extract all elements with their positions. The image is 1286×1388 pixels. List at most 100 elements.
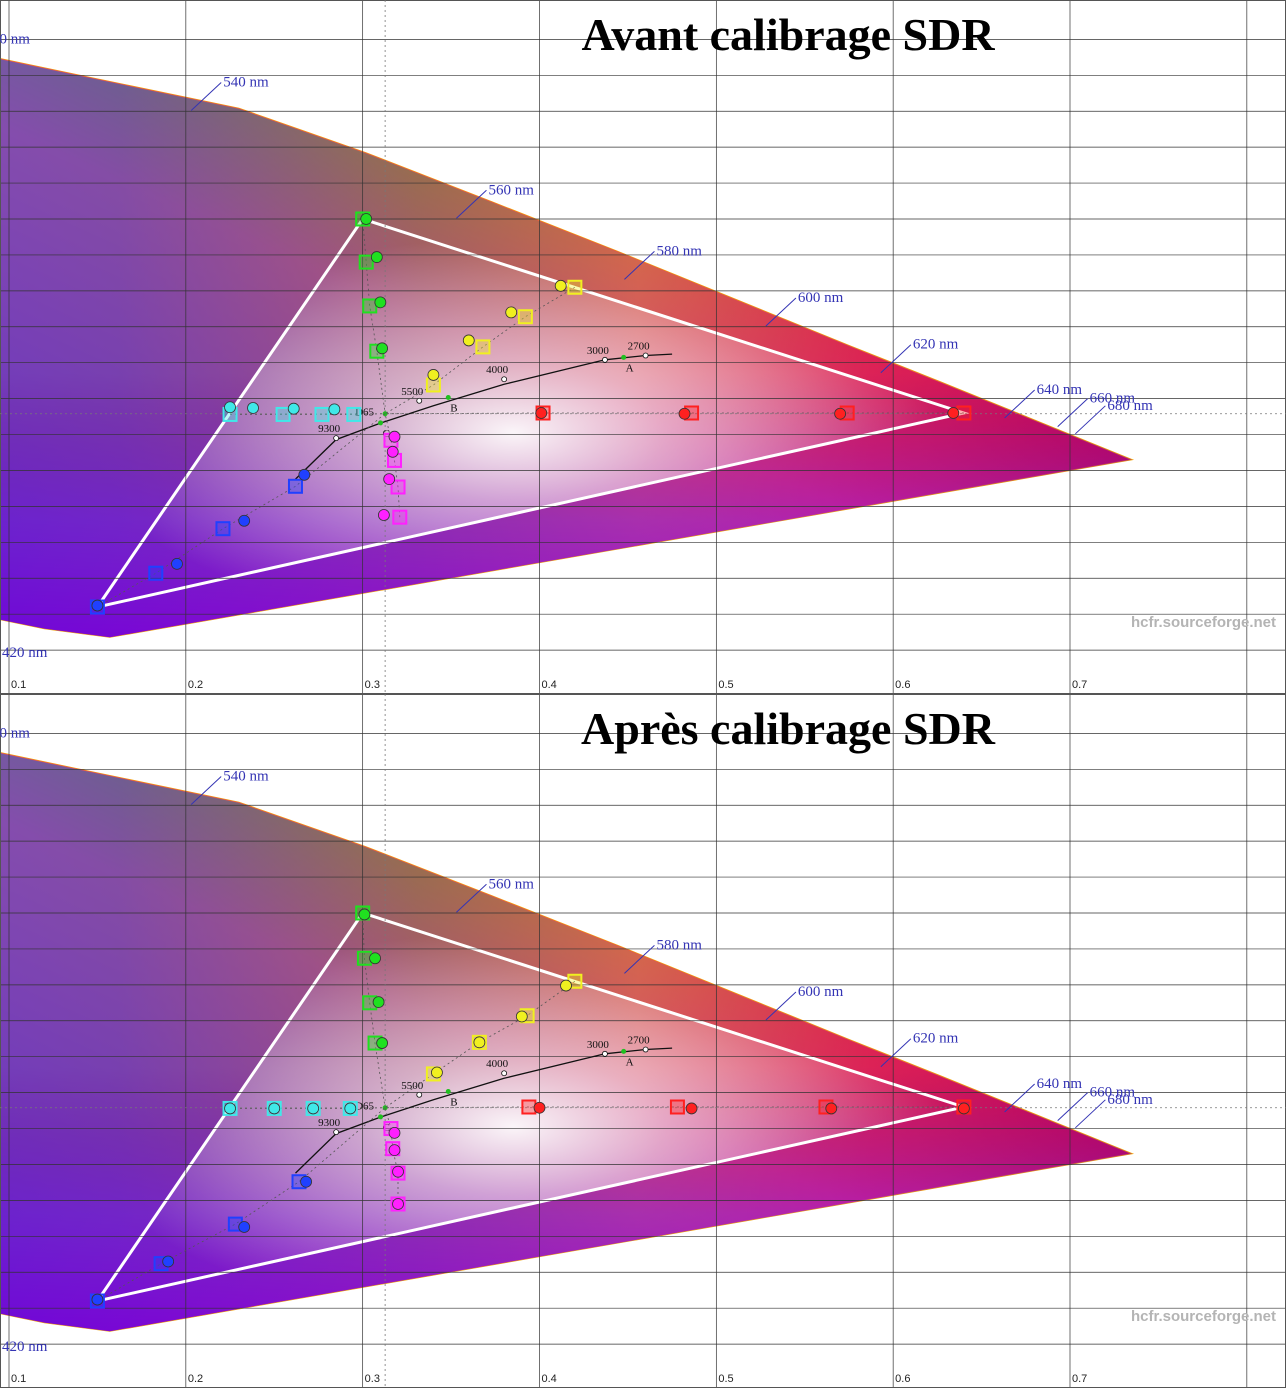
illuminant-marker — [445, 1088, 451, 1094]
measured-point — [462, 334, 475, 347]
measured-point — [515, 1010, 528, 1023]
x-tick-label: 0.3 — [365, 1373, 380, 1385]
target-square — [956, 405, 972, 421]
measured-point — [247, 402, 259, 414]
illuminant-label: A — [626, 362, 634, 374]
illuminant-marker — [378, 420, 384, 426]
wavelength-label: 540 nm — [223, 768, 269, 784]
gamut-fill — [97, 913, 964, 1301]
wavelength-label: 660 nm — [1090, 1085, 1136, 1101]
measured-point — [505, 306, 518, 319]
target-square — [390, 479, 406, 495]
wavelength-label: 680 nm — [1107, 398, 1153, 414]
measured-point — [834, 407, 847, 420]
measured-point — [328, 403, 341, 416]
cct-label: 5500 — [401, 1080, 424, 1092]
measured-point — [372, 996, 385, 1008]
cct-label: 4000 — [486, 1058, 509, 1070]
measured-point — [560, 979, 572, 992]
measured-point — [358, 908, 371, 921]
wavelength-leader — [1057, 1092, 1089, 1121]
wavelength-leader — [1004, 389, 1035, 419]
wavelength-leader — [190, 82, 222, 111]
saturation-path — [385, 1106, 964, 1109]
cct-marker — [642, 1046, 649, 1053]
measured-point — [268, 1102, 281, 1115]
cct-marker — [416, 397, 423, 404]
wavelength-label: 660 nm — [1090, 391, 1136, 407]
x-tick-label: 0.1 — [11, 679, 26, 691]
wavelength-leader — [456, 189, 487, 219]
illuminant-marker — [445, 394, 451, 400]
target-square — [521, 1099, 537, 1115]
x-tick-label: 0.7 — [1072, 1373, 1087, 1385]
cct-marker — [501, 376, 508, 383]
measured-point — [91, 1293, 104, 1306]
planckian-locus — [295, 353, 673, 480]
measured-point — [533, 1101, 546, 1114]
saturation-path — [384, 286, 576, 415]
measured-point — [386, 445, 399, 458]
wavelength-label: 560 nm — [488, 876, 534, 892]
wavelength-leader — [624, 944, 655, 974]
measured-point — [958, 1102, 970, 1115]
wavelength-label: 420 nm — [2, 1339, 48, 1355]
measured-point — [374, 296, 387, 309]
measured-point — [224, 1102, 236, 1115]
measured-point — [431, 1066, 443, 1079]
wavelength-label: 620 nm — [913, 337, 959, 353]
measured-point — [369, 952, 381, 965]
target-square — [517, 309, 533, 325]
x-tick-label: 0.4 — [542, 679, 557, 691]
cct-marker — [501, 1070, 508, 1077]
wavelength-label: 600 nm — [798, 290, 844, 306]
measured-point — [383, 473, 396, 486]
measured-point — [554, 279, 567, 292]
measured-point — [238, 1221, 251, 1233]
wavelength-leader — [456, 883, 487, 913]
measured-point — [392, 1165, 404, 1178]
wavelength-label: 580 nm — [656, 937, 702, 953]
cct-label: 9300 — [318, 423, 341, 435]
x-tick-label: 0.7 — [1072, 679, 1087, 691]
illuminant-label: D65 — [355, 1101, 374, 1113]
measured-point — [473, 1036, 486, 1049]
cct-marker — [333, 1129, 340, 1136]
measured-point — [535, 407, 548, 419]
saturation-path — [384, 413, 401, 518]
saturation-path — [230, 413, 386, 415]
wavelength-leader — [765, 991, 797, 1021]
measured-point — [171, 557, 183, 570]
wavelength-leader — [1004, 1083, 1035, 1113]
chart-title-before: Avant calibrage SDR — [581, 9, 995, 60]
x-tick-label: 0.5 — [718, 1373, 733, 1385]
wavelength-leader — [624, 250, 655, 280]
measured-point — [307, 1102, 320, 1115]
measured-point — [392, 1198, 404, 1210]
measured-point — [388, 430, 401, 443]
chart-panel-after: 0.1 0.2 0.3 0.4 0.5 0.6 0.7 520 nm 540 nm 560 nm 5… — [0, 694, 1286, 1388]
gamut-fill — [97, 219, 964, 607]
cct-label: 9300 — [318, 1117, 341, 1129]
cct-label: 3000 — [587, 1039, 610, 1051]
watermark-after: hcfr.sourceforge.net — [1130, 1308, 1276, 1325]
target-square — [475, 339, 491, 355]
x-tick-label: 0.2 — [188, 679, 203, 691]
measured-point — [287, 402, 300, 415]
wavelength-label: 580 nm — [656, 243, 702, 259]
x-tick-label: 0.2 — [188, 1373, 203, 1385]
watermark-before: hcfr.sourceforge.net — [1130, 614, 1276, 631]
saturation-path — [362, 912, 386, 1108]
wavelength-label: 640 nm — [1037, 1076, 1083, 1092]
wavelength-leader — [190, 776, 222, 805]
x-tick-label: 0.1 — [11, 1373, 26, 1385]
x-tick-label: 0.3 — [365, 679, 380, 691]
cct-label: 2700 — [628, 1035, 651, 1047]
measured-point — [298, 468, 311, 481]
measured-point — [224, 401, 236, 414]
cct-marker — [602, 356, 608, 363]
measured-point — [162, 1255, 175, 1268]
measured-point — [360, 213, 373, 225]
measured-point — [344, 1102, 357, 1115]
wavelength-leader — [1075, 405, 1106, 435]
